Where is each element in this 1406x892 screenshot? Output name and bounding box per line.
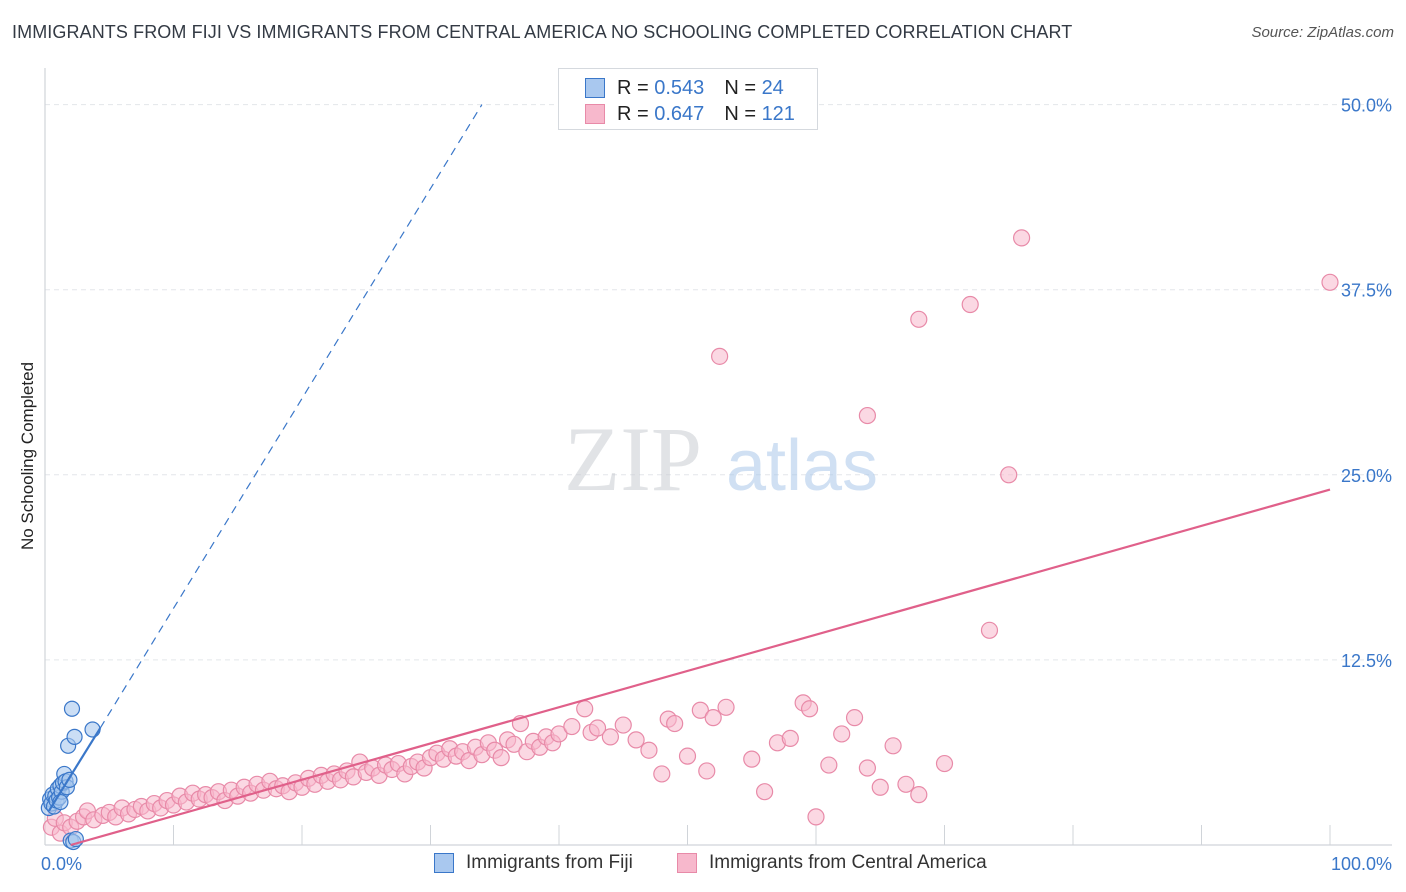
point-central-america — [678, 747, 697, 765]
n-label: N = — [724, 76, 756, 99]
point-central-america — [576, 700, 594, 718]
point-central-america — [492, 749, 510, 767]
legend-swatch-fiji — [585, 78, 605, 98]
bottom-legend-label-fiji: Immigrants from Fiji — [466, 852, 633, 873]
axes — [44, 68, 1392, 846]
point-central-america — [1321, 273, 1339, 291]
point-central-america — [807, 808, 825, 826]
point-central-america — [601, 728, 620, 746]
point-central-america — [550, 725, 568, 743]
r-label: R = — [617, 76, 649, 99]
y-tick-label: 25.0% — [1341, 466, 1392, 486]
series-central-america — [42, 229, 1339, 842]
point-central-america — [820, 756, 838, 774]
bottom-legend-swatch-central-america — [677, 853, 697, 873]
point-central-america — [858, 759, 877, 777]
n-label: N = — [724, 102, 756, 125]
point-central-america — [871, 778, 889, 796]
bottom-legend-central-america: Immigrants from Central America — [677, 852, 987, 874]
y-tick-label: 50.0% — [1341, 96, 1392, 116]
point-fiji — [66, 728, 83, 746]
legend-row-central-america: R = 0.647 N = 121 — [585, 101, 795, 127]
n-value-central-america: 121 — [761, 102, 795, 125]
watermark-atlas: atlas — [726, 426, 878, 506]
point-central-america — [833, 725, 851, 743]
chart-title: IMMIGRANTS FROM FIJI VS IMMIGRANTS FROM … — [12, 22, 1073, 42]
bottom-legend-swatch-fiji — [434, 853, 454, 873]
point-fiji — [84, 721, 101, 738]
point-central-america — [588, 719, 607, 737]
point-central-america — [884, 737, 902, 755]
point-central-america — [910, 786, 928, 804]
point-central-america — [980, 621, 999, 639]
point-fiji — [63, 700, 81, 717]
point-central-america — [897, 775, 915, 793]
point-central-america — [666, 714, 684, 733]
point-central-america — [653, 765, 671, 783]
point-central-america — [845, 709, 864, 727]
trend-line-fiji — [47, 727, 102, 812]
tick-labels: 12.5% 25.0% 37.5% 50.0% 0.0% 100.0% — [41, 96, 1392, 874]
point-central-america — [935, 754, 954, 773]
n-value-fiji: 24 — [761, 76, 784, 99]
point-central-america — [505, 735, 523, 753]
point-central-america — [961, 295, 979, 314]
point-central-america — [755, 783, 774, 801]
r-value-fiji: 0.543 — [654, 76, 705, 99]
x-tick-label: 0.0% — [41, 854, 82, 874]
point-central-america — [910, 310, 928, 328]
trend-line-fiji-extension — [99, 104, 483, 729]
trend-line-central-america — [70, 488, 1331, 847]
legend-swatch-central-america — [585, 104, 605, 124]
point-central-america — [698, 762, 716, 780]
point-central-america — [858, 406, 877, 425]
point-central-america — [781, 729, 799, 747]
point-central-america — [640, 741, 658, 759]
trend-lines — [47, 104, 1331, 847]
point-central-america — [704, 709, 722, 727]
y-axis-label: No Schooling Completed — [18, 361, 37, 551]
point-central-america — [800, 700, 819, 718]
point-central-america — [691, 701, 709, 719]
correlation-legend: R = 0.543 N = 24 R = 0.647 N = 121 — [558, 68, 818, 130]
r-label: R = — [617, 102, 649, 125]
grid — [45, 104, 1392, 661]
point-central-america — [711, 347, 729, 365]
point-central-america — [614, 716, 632, 734]
y-tick-label: 12.5% — [1341, 651, 1392, 671]
bottom-legend-fiji: Immigrants from Fiji — [434, 852, 633, 874]
point-central-america — [1000, 466, 1018, 484]
bottom-legend-label-central-america: Immigrants from Central America — [709, 852, 987, 873]
x-tick-label: 100.0% — [1331, 854, 1392, 874]
legend-row-fiji: R = 0.543 N = 24 — [585, 75, 784, 101]
point-central-america — [1012, 229, 1031, 247]
y-tick-label: 37.5% — [1341, 281, 1392, 301]
point-central-america — [627, 731, 645, 749]
r-value-central-america: 0.647 — [654, 102, 705, 125]
watermark-zip: ZIP — [564, 408, 702, 510]
point-central-america — [563, 717, 581, 736]
source-label: Source: ZipAtlas.com — [1251, 24, 1394, 41]
point-central-america — [717, 698, 735, 716]
point-central-america — [743, 750, 761, 768]
